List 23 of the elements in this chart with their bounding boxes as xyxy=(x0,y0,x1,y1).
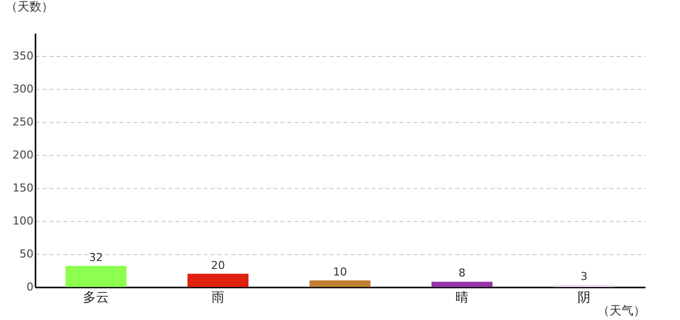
data-label: 20 xyxy=(211,258,225,272)
y-axis-title: （天数） xyxy=(6,0,54,14)
data-label: 10 xyxy=(333,265,347,278)
x-tick-label: 阴 xyxy=(578,290,590,306)
y-tick-label: 150 xyxy=(12,182,34,195)
bar xyxy=(188,274,248,287)
y-tick-label: 200 xyxy=(12,148,34,162)
x-tick-label: 晴 xyxy=(456,290,468,306)
bar xyxy=(432,282,492,287)
data-label: 8 xyxy=(458,266,466,280)
data-label: 3 xyxy=(580,270,588,284)
x-axis-title: （天气） xyxy=(598,304,646,318)
bar xyxy=(310,280,370,287)
y-tick-label: 350 xyxy=(12,50,34,63)
y-tick-label: 50 xyxy=(20,248,34,261)
y-tick-label: 300 xyxy=(12,82,34,96)
bar xyxy=(66,266,126,287)
y-tick-label: 0 xyxy=(26,280,34,294)
data-label: 32 xyxy=(89,250,103,264)
y-tick-label: 250 xyxy=(12,116,34,129)
x-tick-label: 雨 xyxy=(212,290,224,306)
x-tick-label: 多云 xyxy=(83,290,109,306)
y-tick-label: 100 xyxy=(12,214,34,228)
